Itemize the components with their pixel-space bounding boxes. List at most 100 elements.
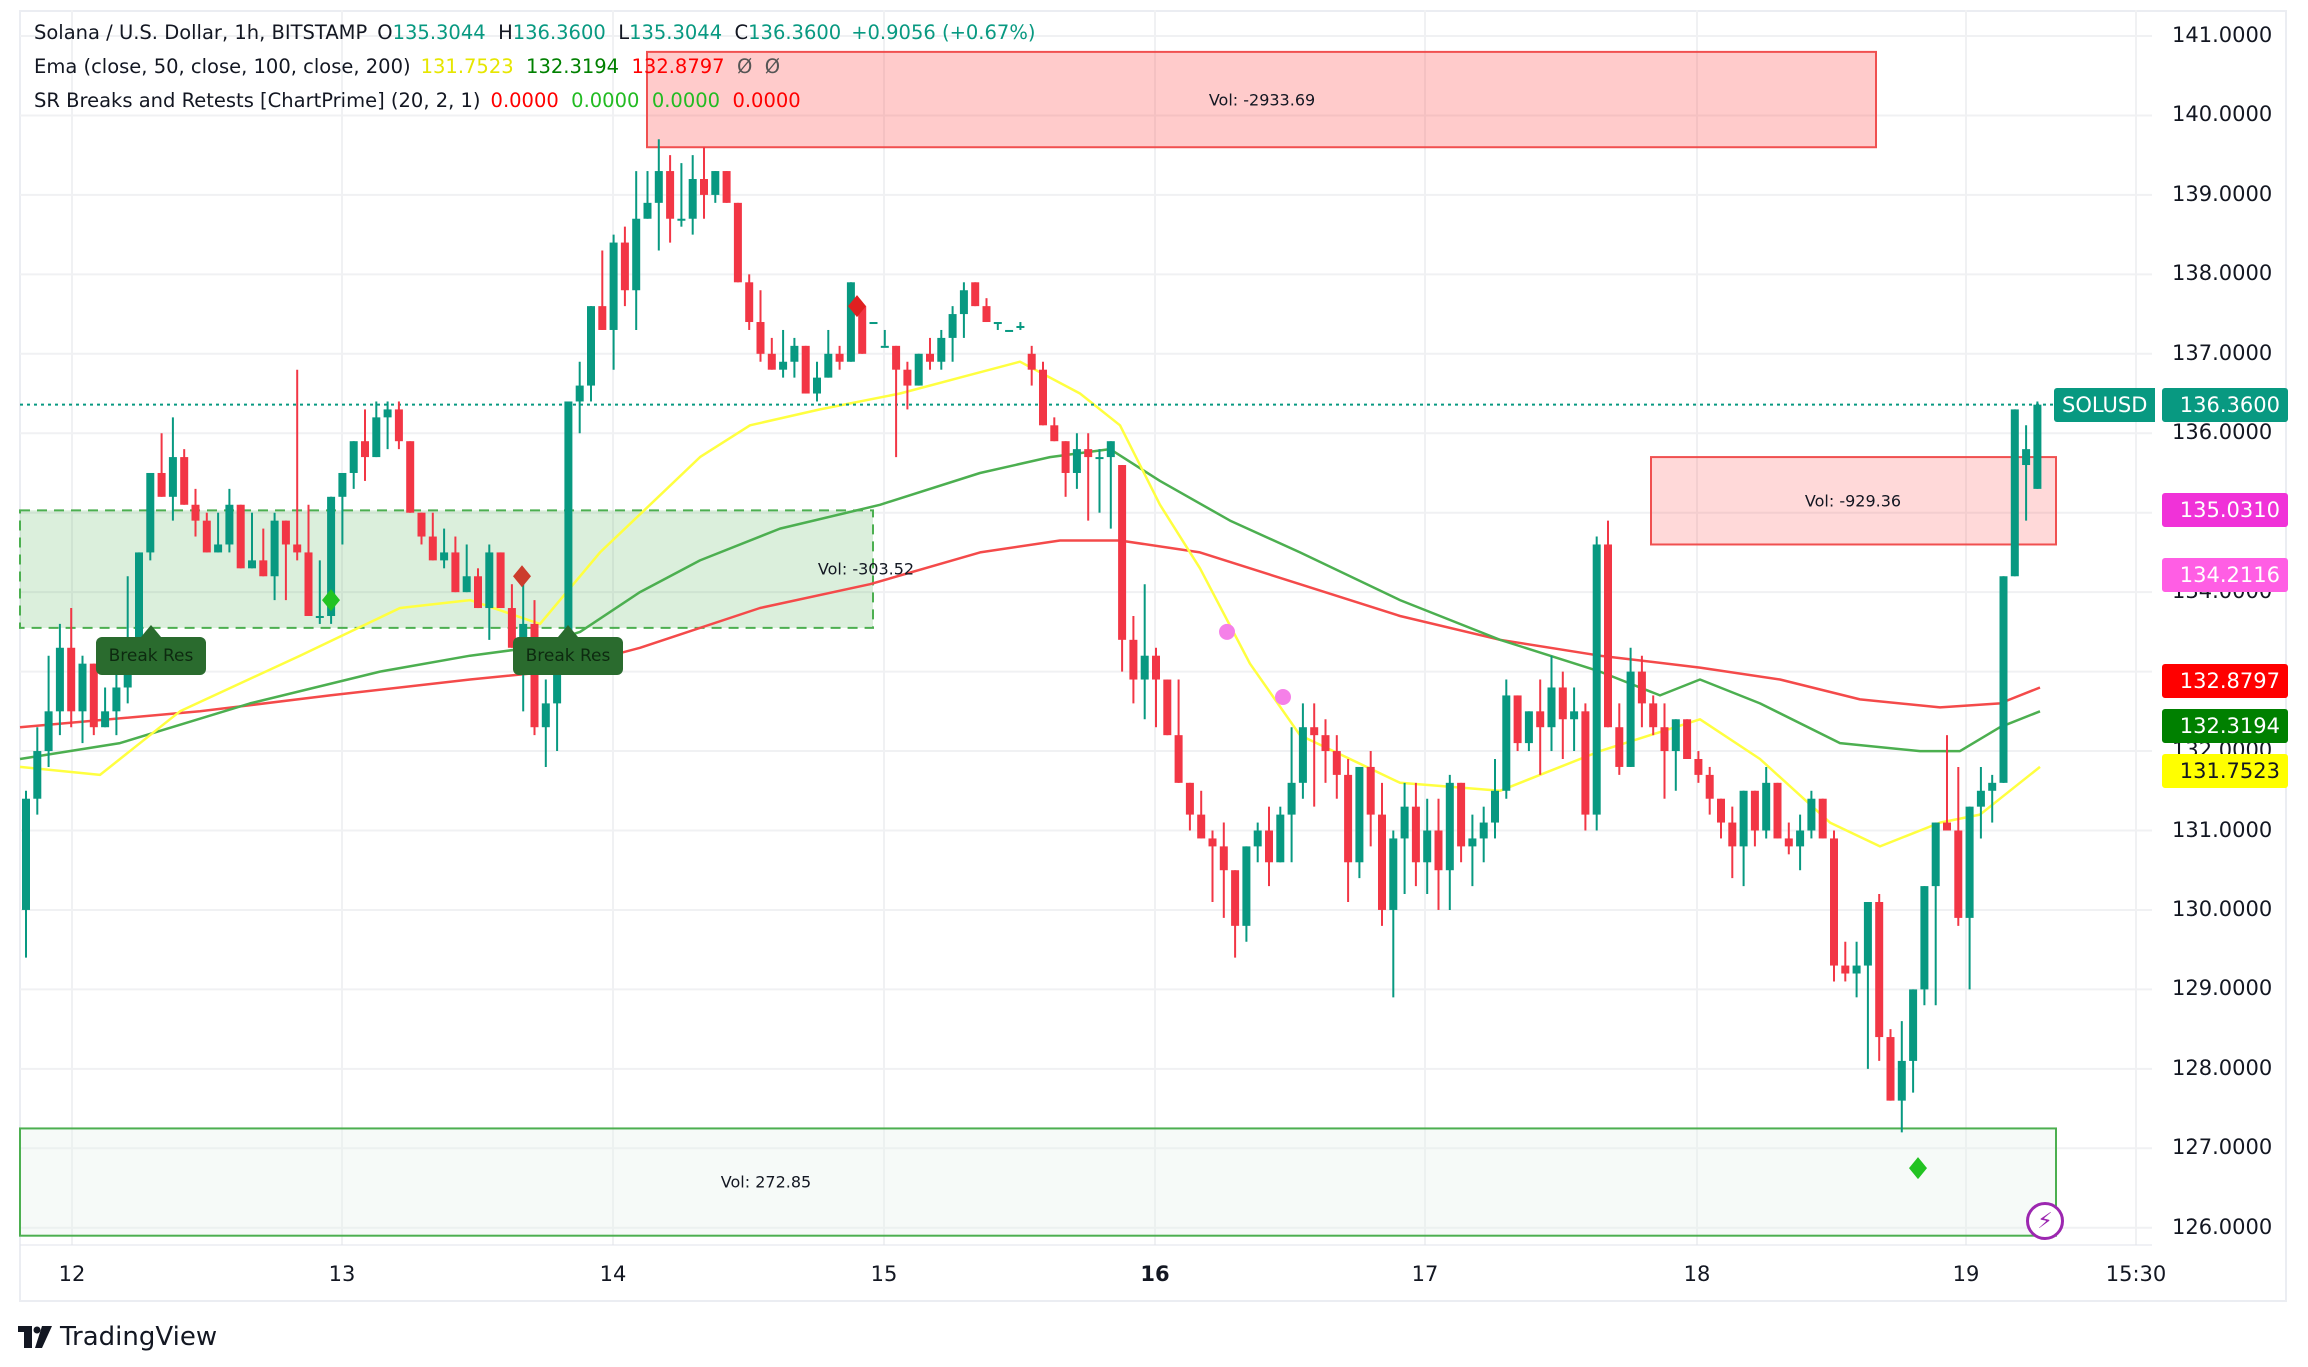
candle-down[interactable] [1728, 822, 1737, 847]
candle-up[interactable] [372, 417, 381, 458]
candle-up[interactable] [1796, 830, 1805, 847]
candle-up[interactable] [1909, 989, 1918, 1061]
candle-down[interactable] [926, 353, 934, 362]
candle-down[interactable] [1830, 838, 1838, 966]
candle-down[interactable] [666, 171, 675, 219]
candle-down[interactable] [1208, 838, 1217, 847]
candle-down[interactable] [180, 457, 189, 505]
candle-up[interactable] [654, 171, 663, 203]
candle-down[interactable] [1129, 639, 1138, 680]
candle-down[interactable] [745, 282, 754, 323]
candle-down[interactable] [202, 520, 211, 553]
candle-up[interactable] [937, 337, 946, 362]
candle-up[interactable] [1400, 806, 1409, 839]
candle-down[interactable] [1705, 774, 1714, 799]
candle-up[interactable] [993, 322, 1002, 325]
candle-up[interactable] [1298, 727, 1307, 783]
candle-down[interactable] [892, 345, 901, 370]
legend-symbol-row[interactable]: Solana / U.S. Dollar, 1h, BITSTAMP O135.… [34, 16, 1035, 50]
candle-up[interactable] [168, 457, 177, 497]
candle-up[interactable] [914, 353, 923, 386]
candle-up[interactable] [146, 472, 155, 553]
candle-down[interactable] [1536, 711, 1545, 728]
candle-up[interactable] [78, 663, 87, 712]
candle-up[interactable] [1976, 790, 1985, 807]
candle-down[interactable] [496, 552, 505, 609]
candle-up[interactable] [1547, 687, 1556, 728]
candle-down[interactable] [1954, 830, 1963, 918]
candle-down[interactable] [598, 306, 607, 330]
candle-down[interactable] [1219, 846, 1228, 871]
legend-sr-row[interactable]: SR Breaks and Retests [ChartPrime] (20, … [34, 84, 1035, 118]
candle-up[interactable] [33, 751, 42, 799]
candle-down[interactable] [1773, 782, 1782, 839]
candle-down[interactable] [767, 353, 776, 370]
candle-down[interactable] [451, 552, 460, 593]
candle-up[interactable] [55, 647, 64, 712]
candle-up[interactable] [813, 377, 821, 394]
candle-up[interactable] [948, 314, 957, 338]
candle-up[interactable] [383, 409, 392, 418]
candle-down[interactable] [293, 544, 302, 553]
candle-down[interactable] [756, 322, 765, 354]
candle-down[interactable] [1434, 830, 1443, 871]
candle-up[interactable] [1095, 457, 1104, 460]
candle-down[interactable] [1152, 655, 1160, 680]
candle-up[interactable] [1965, 806, 1974, 918]
candle-down[interactable] [1513, 695, 1522, 744]
candle-down[interactable] [971, 282, 980, 307]
candle-down[interactable] [474, 576, 482, 609]
candle-down[interactable] [67, 647, 76, 712]
candle-up[interactable] [1863, 902, 1872, 966]
candle-up[interactable] [643, 202, 652, 219]
candle-up[interactable] [1445, 782, 1454, 871]
candle-down[interactable] [1185, 782, 1194, 815]
candle-down[interactable] [1581, 711, 1590, 815]
candle-up[interactable] [349, 441, 358, 473]
candle-up[interactable] [1524, 711, 1533, 744]
candle-down[interactable] [1943, 822, 1951, 831]
candle-down[interactable] [1163, 679, 1172, 736]
candle-up[interactable] [869, 322, 878, 325]
candle-down[interactable] [1411, 806, 1420, 863]
candle-down[interactable] [801, 345, 810, 394]
candle-up[interactable] [327, 496, 336, 616]
candle-down[interactable] [733, 202, 742, 283]
candle-up[interactable] [519, 623, 528, 648]
candle-down[interactable] [1310, 727, 1319, 736]
candle-up[interactable] [1016, 325, 1025, 328]
candle-up[interactable] [2010, 409, 2019, 577]
candle-down[interactable] [191, 504, 200, 521]
candle-down[interactable] [1174, 735, 1183, 783]
candle-up[interactable] [1807, 798, 1816, 831]
candle-down[interactable] [1378, 814, 1386, 910]
candle-up[interactable] [462, 576, 471, 593]
candle-down[interactable] [1321, 735, 1330, 752]
candle-up[interactable] [1931, 822, 1940, 887]
candle-up[interactable] [1253, 830, 1262, 847]
candle-up[interactable] [1005, 329, 1014, 332]
candle-up[interactable] [112, 687, 121, 712]
candle-up[interactable] [632, 218, 641, 291]
candle-up[interactable] [225, 504, 234, 545]
candle-down[interactable] [1265, 830, 1273, 863]
candle-up[interactable] [1276, 814, 1285, 863]
candle-down[interactable] [1061, 441, 1070, 473]
candle-up[interactable] [959, 290, 968, 315]
candle-down[interactable] [157, 472, 166, 497]
candle-up[interactable] [711, 171, 720, 195]
candle-down[interactable] [1118, 465, 1127, 640]
candle-up[interactable] [22, 798, 30, 910]
candle-up[interactable] [1592, 544, 1601, 815]
candle-up[interactable] [846, 282, 855, 362]
legend-ema-row[interactable]: Ema (close, 50, close, 100, close, 200) … [34, 50, 1035, 84]
lightning-bolt-icon[interactable]: ⚡ [2026, 1202, 2064, 1240]
candle-up[interactable] [1852, 965, 1861, 974]
candle-down[interactable] [1615, 727, 1624, 767]
candle-up[interactable] [1140, 655, 1149, 680]
candle-down[interactable] [1084, 449, 1093, 458]
candle-up[interactable] [214, 544, 223, 553]
candle-up[interactable] [1242, 846, 1251, 926]
candle-up[interactable] [564, 401, 573, 648]
